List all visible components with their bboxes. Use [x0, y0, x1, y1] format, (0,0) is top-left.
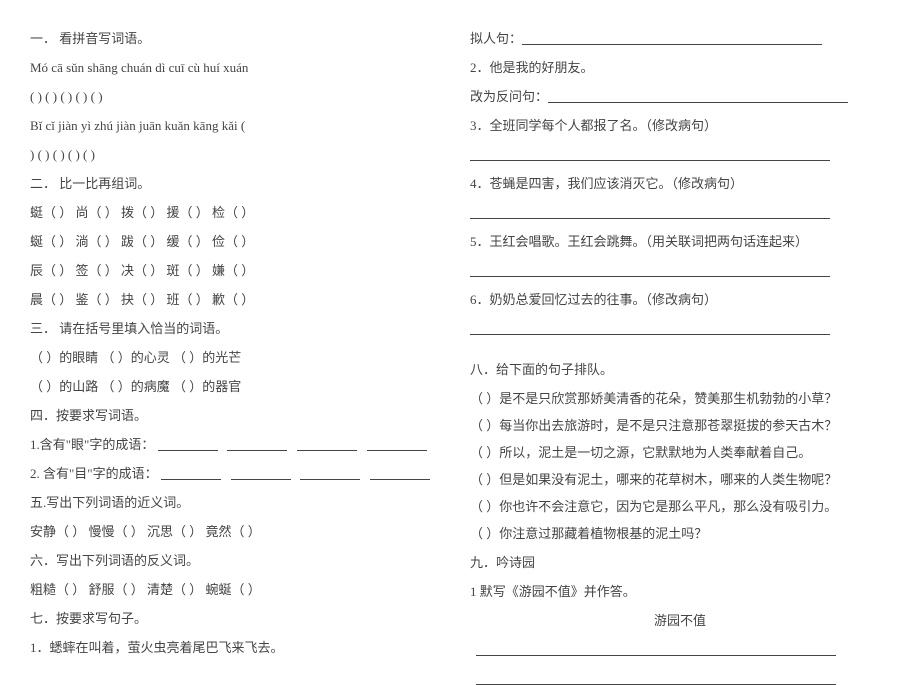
rhetorical-label: 改为反问句：	[470, 89, 548, 104]
blank	[158, 438, 218, 451]
answer-line-6	[470, 322, 890, 335]
blank	[231, 467, 291, 480]
blank-line-2: ) ( ) ( ) ( ) ( )	[30, 148, 450, 161]
order-3: （ ）所以，泥土是一切之源，它默默地为人类奉献着自己。	[470, 446, 890, 459]
section-9-title: 九．吟诗园	[470, 556, 890, 569]
blank	[470, 322, 830, 335]
poem-title: 游园不值	[470, 614, 890, 627]
poem-line-1	[470, 643, 890, 656]
blank	[476, 643, 836, 656]
idiom-eye-label: 1.含有"眼"字的成语：	[30, 437, 154, 452]
rhetorical-line: 改为反问句：	[470, 90, 890, 103]
left-column: 一． 看拼音写词语。 Mó cā sǔn shāng chuán dì cuī …	[30, 32, 450, 631]
poem-line-2	[470, 672, 890, 685]
blank	[522, 32, 822, 45]
compare-row-3: 辰（ ） 签（ ） 决（ ） 斑（ ） 嫌（ ）	[30, 264, 450, 277]
pinyin-line-2: Bǐ cǐ jiàn yì zhú jiàn juān kuǎn kāng kǎ…	[30, 119, 450, 132]
blank	[470, 148, 830, 161]
blank	[470, 206, 830, 219]
compare-row-4: 晨（ ） 鉴（ ） 抉（ ） 班（ ） 歉（ ）	[30, 293, 450, 306]
sentence-3: 3．全班同学每个人都报了名。（修改病句）	[470, 119, 890, 132]
order-1: （ ）是不是只欣赏那娇美清香的花朵，赞美那生机勃勃的小草？	[470, 392, 890, 405]
order-4: （ ）但是如果没有泥土，哪来的花草树木，哪来的人类生物呢？	[470, 473, 890, 486]
compare-row-2: 蜒（ ） 淌（ ） 跋（ ） 缓（ ） 俭（ ）	[30, 235, 450, 248]
answer-line-4	[470, 206, 890, 219]
section-5-title: 五.写出下列词语的近义词。	[30, 496, 450, 509]
section-7-title: 七．按要求写句子。	[30, 612, 450, 625]
blank	[370, 467, 430, 480]
sentence-5: 5．王红会唱歌。王红会跳舞。（用关联词把两句话连起来）	[470, 235, 890, 248]
blank-line-1: ( ) ( ) ( ) ( ) ( )	[30, 90, 450, 103]
section-2-title: 二． 比一比再组词。	[30, 177, 450, 190]
section-6-title: 六．写出下列词语的反义词。	[30, 554, 450, 567]
blank	[297, 438, 357, 451]
fill-line-1: （ ）的眼睛 （ ）的心灵 （ ）的光芒	[30, 351, 450, 364]
answer-line-3	[470, 148, 890, 161]
blank	[227, 438, 287, 451]
personification-label: 拟人句：	[470, 31, 522, 46]
section-1-title: 一． 看拼音写词语。	[30, 32, 450, 45]
sentence-6: 6．奶奶总爱回忆过去的往事。（修改病句）	[470, 293, 890, 306]
sentence-4: 4．苍蝇是四害，我们应该消灭它。（修改病句）	[470, 177, 890, 190]
order-6: （ ）你注意过那藏着植物根基的泥土吗？	[470, 527, 890, 540]
idiom-eye: 1.含有"眼"字的成语：	[30, 438, 450, 451]
blank	[548, 90, 848, 103]
right-column: 拟人句： 2．他是我的好朋友。 改为反问句： 3．全班同学每个人都报了名。（修改…	[470, 32, 890, 631]
blank	[470, 264, 830, 277]
order-2: （ ）每当你出去旅游时，是不是只注意那苍翠挺拔的参天古木？	[470, 419, 890, 432]
poem-instruction: 1 默写《游园不值》并作答。	[470, 585, 890, 598]
blank	[476, 672, 836, 685]
antonym-line: 粗糙（ ） 舒服（ ） 清楚（ ） 蜿蜒（ ）	[30, 583, 450, 596]
compare-row-1: 蜓（ ） 尚（ ） 拨（ ） 援（ ） 检（ ）	[30, 206, 450, 219]
blank	[161, 467, 221, 480]
synonym-line: 安静（ ） 慢慢（ ） 沉思（ ） 竟然（ ）	[30, 525, 450, 538]
idiom-mu: 2. 含有"目"字的成语：	[30, 467, 450, 480]
pinyin-line-1: Mó cā sǔn shāng chuán dì cuī cù huí xuán	[30, 61, 450, 74]
section-8-title: 八．给下面的句子排队。	[470, 363, 890, 376]
idiom-mu-label: 2. 含有"目"字的成语：	[30, 466, 158, 481]
blank	[367, 438, 427, 451]
sentence-2: 2．他是我的好朋友。	[470, 61, 890, 74]
fill-line-2: （ ）的山路 （ ）的病魔 （ ）的器官	[30, 380, 450, 393]
sentence-7-1: 1．蟋蟀在叫着，萤火虫亮着尾巴飞来飞去。	[30, 641, 450, 654]
order-5: （ ）你也许不会注意它，因为它是那么平凡，那么没有吸引力。	[470, 500, 890, 513]
blank	[300, 467, 360, 480]
section-3-title: 三． 请在括号里填入恰当的词语。	[30, 322, 450, 335]
personification-line: 拟人句：	[470, 32, 890, 45]
section-4-title: 四．按要求写词语。	[30, 409, 450, 422]
answer-line-5	[470, 264, 890, 277]
